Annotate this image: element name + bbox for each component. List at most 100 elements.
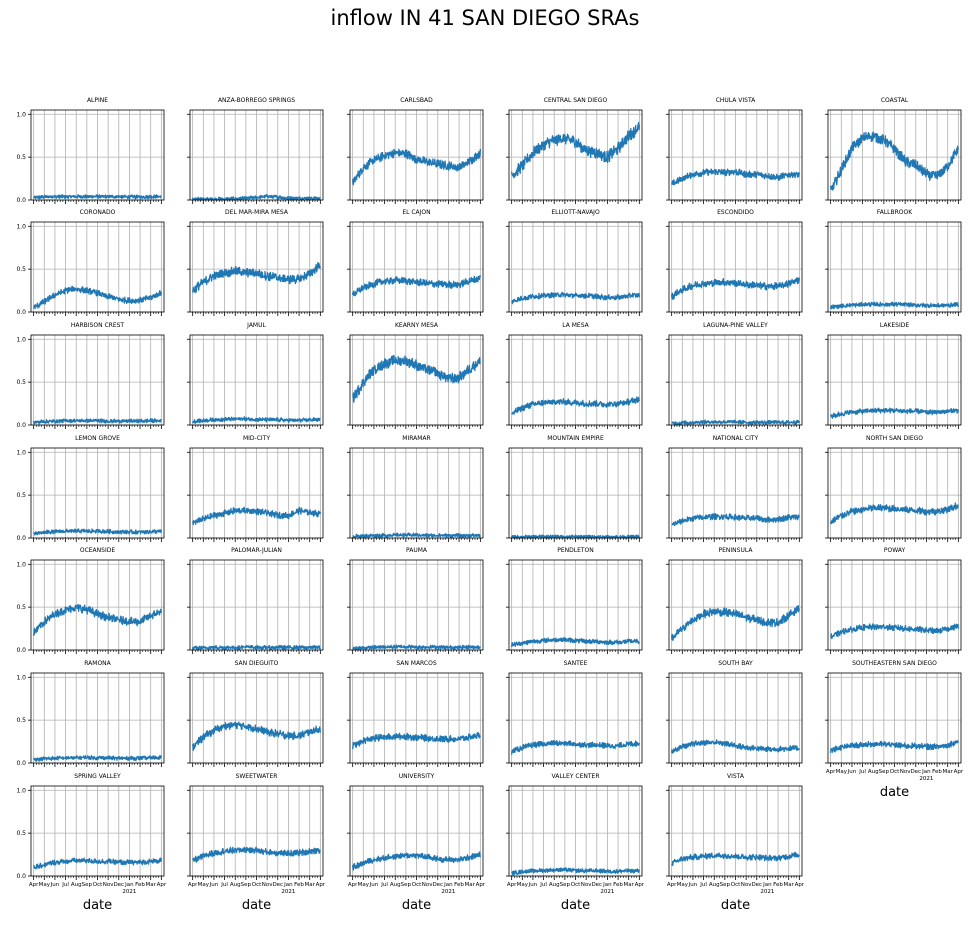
x-tick-label: Jan xyxy=(443,882,453,888)
series-line-university xyxy=(352,851,481,871)
x-tick-label: Feb xyxy=(773,882,783,888)
y-tick-label: 0.5 xyxy=(16,830,26,837)
subplot-del-mar-mira-mesa: DEL MAR-MIRA MESA xyxy=(187,209,324,316)
y-tick-label: 1.0 xyxy=(16,449,26,456)
series-line-central-san-diego xyxy=(511,121,640,179)
x-tick-label: May xyxy=(39,882,51,888)
y-tick-label: 0.0 xyxy=(16,197,26,204)
subplot-title: VISTA xyxy=(727,773,745,780)
x-tick-label: Apr xyxy=(795,882,805,888)
series-line-miramar xyxy=(352,532,481,539)
x-tick-label: Oct xyxy=(571,882,581,888)
series-line-spring-valley xyxy=(33,857,162,870)
x-tick-label: Feb xyxy=(454,882,464,888)
subplot-poway: POWAY xyxy=(825,547,962,654)
subplot-mountain-empire: MOUNTAIN EMPIRE xyxy=(506,435,643,542)
x-tick-label: Apr xyxy=(635,882,645,888)
series-line-vista xyxy=(671,851,800,866)
x-tick-label: May xyxy=(198,882,210,888)
x-tick-label: Apr xyxy=(348,882,358,888)
subplot-elliott-navajo: ELLIOTT-NAVAJO xyxy=(506,209,643,316)
x-tick-label: Apr xyxy=(826,769,836,775)
x-tick-label: May xyxy=(677,882,689,888)
x-tick-label: Mar xyxy=(943,769,954,775)
subplot-pendleton: PENDLETON xyxy=(506,547,643,654)
x-year-label: 2021 xyxy=(441,889,455,895)
series-line-valley-center xyxy=(511,867,640,876)
x-tick-label: Mar xyxy=(784,882,795,888)
subplot-miramar: MIRAMAR xyxy=(347,435,484,542)
subplot-title: LAGUNA-PINE VALLEY xyxy=(703,322,768,329)
x-year-label: 2021 xyxy=(919,776,933,782)
x-tick-label: Aug xyxy=(71,882,82,888)
x-tick-label: Jun xyxy=(209,882,219,888)
x-tick-label: Jul xyxy=(539,882,547,888)
series-line-santee xyxy=(511,740,640,755)
series-line-oceanside xyxy=(33,603,162,636)
x-tick-label: Dec xyxy=(272,882,283,888)
x-tick-label: Apr xyxy=(954,769,964,775)
series-line-national-city xyxy=(671,513,800,527)
x-tick-label: Jan xyxy=(762,882,772,888)
y-tick-label: 1.0 xyxy=(16,561,26,568)
x-tick-label: Jul xyxy=(699,882,707,888)
subplot-jamul: JAMUL xyxy=(187,322,324,429)
subplot-title: SAN DIEGUITO xyxy=(235,660,279,667)
subplot-kearny-mesa: KEARNY MESA xyxy=(347,322,484,429)
x-tick-label: Sep xyxy=(720,882,731,888)
series-line-sweetwater xyxy=(192,846,321,863)
series-line-pauma xyxy=(352,644,481,651)
subplot-title: COASTAL xyxy=(881,97,909,104)
subplot-title: CHULA VISTA xyxy=(716,97,756,104)
subplot-title: UNIVERSITY xyxy=(399,773,435,780)
series-line-lakeside xyxy=(830,407,959,419)
series-line-coastal xyxy=(830,131,959,191)
y-tick-label: 1.0 xyxy=(16,111,26,118)
series-line-poway xyxy=(830,623,959,640)
subplot-title: SWEETWATER xyxy=(236,773,278,780)
subplot-la-mesa: LA MESA xyxy=(506,322,643,429)
series-line-alpine xyxy=(33,194,162,200)
subplot-title: LAKESIDE xyxy=(880,322,910,329)
subplot-anza-borrego-springs: ANZA-BORREGO SPRINGS xyxy=(187,97,324,204)
x-axis-label: date xyxy=(880,785,909,800)
series-line-kearny-mesa xyxy=(352,355,481,403)
subplot-title: HARBISON CREST xyxy=(71,322,125,329)
x-tick-label: Oct xyxy=(412,882,422,888)
series-line-palomar-julian xyxy=(192,644,321,651)
subplot-title: SAN MARCOS xyxy=(396,660,436,667)
subplot-lakeside: LAKESIDE xyxy=(825,322,962,429)
x-tick-label: Jul xyxy=(61,882,69,888)
x-tick-label: Aug xyxy=(390,882,401,888)
x-tick-label: Jul xyxy=(220,882,228,888)
x-tick-label: Apr xyxy=(476,882,486,888)
x-tick-label: Aug xyxy=(709,882,720,888)
subplot-title: MOUNTAIN EMPIRE xyxy=(547,435,604,442)
subplot-title: CENTRAL SAN DIEGO xyxy=(544,97,608,104)
x-tick-label: Feb xyxy=(135,882,145,888)
x-tick-label: Dec xyxy=(910,769,921,775)
x-tick-label: Feb xyxy=(294,882,304,888)
x-tick-label: Sep xyxy=(560,882,571,888)
subplot-title: ELLIOTT-NAVAJO xyxy=(551,209,600,216)
subplot-title: POWAY xyxy=(884,547,906,554)
x-tick-label: May xyxy=(836,769,848,775)
x-tick-label: Apr xyxy=(507,882,517,888)
series-line-san-marcos xyxy=(352,731,481,750)
x-tick-label: Jun xyxy=(528,882,538,888)
x-tick-label: Nov xyxy=(741,882,752,888)
x-tick-label: Oct xyxy=(731,882,741,888)
subplot-title: LA MESA xyxy=(562,322,589,329)
series-line-lemon-grove xyxy=(33,528,162,536)
x-tick-label: Jun xyxy=(369,882,379,888)
x-tick-label: Jan xyxy=(124,882,134,888)
subplot-peninsula: PENINSULA xyxy=(666,547,803,654)
y-tick-label: 0.5 xyxy=(16,266,26,273)
series-line-san-dieguito xyxy=(192,721,321,752)
series-line-chula-vista xyxy=(671,168,800,186)
x-tick-label: Jan xyxy=(283,882,293,888)
x-tick-label: Jul xyxy=(858,769,866,775)
subplot-chula-vista: CHULA VISTA xyxy=(666,97,803,204)
